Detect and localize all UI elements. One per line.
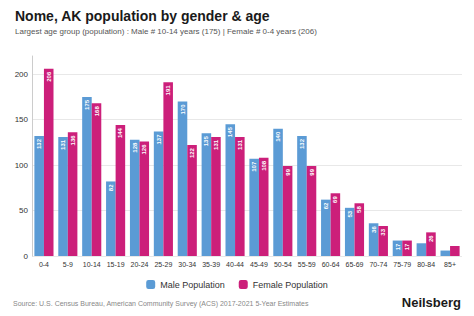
svg-text:175: 175 [84,99,90,110]
svg-text:100: 100 [15,161,29,170]
svg-text:137: 137 [156,134,162,145]
svg-text:85+: 85+ [444,261,456,268]
svg-text:140: 140 [275,131,281,142]
svg-text:Male Population: Male Population [160,280,225,290]
svg-text:150: 150 [15,115,29,124]
svg-text:108: 108 [261,160,267,171]
svg-text:5-9: 5-9 [63,261,73,268]
svg-text:70-74: 70-74 [369,261,387,268]
svg-text:99: 99 [285,168,291,175]
svg-text:82: 82 [108,184,114,191]
svg-text:15-19: 15-19 [107,261,125,268]
svg-text:Source: U.S. Census Bureau, Am: Source: U.S. Census Bureau, American Com… [13,300,309,308]
svg-text:128: 128 [132,142,138,153]
svg-text:40-44: 40-44 [226,261,244,268]
svg-text:99: 99 [309,168,315,175]
svg-text:10-14: 10-14 [83,261,101,268]
svg-text:80-84: 80-84 [417,261,435,268]
svg-text:75-79: 75-79 [393,261,411,268]
svg-text:Largest age group (population): Largest age group (population) : Male # … [15,27,317,36]
svg-text:Nome, AK population by gender: Nome, AK population by gender & age [15,8,270,24]
svg-text:Female Population: Female Population [253,280,328,290]
svg-text:107: 107 [251,161,257,172]
svg-text:135: 135 [203,136,209,147]
svg-text:30-34: 30-34 [178,261,196,268]
svg-text:168: 168 [94,106,100,117]
svg-text:60-64: 60-64 [322,261,340,268]
svg-text:0: 0 [24,252,29,261]
svg-text:36: 36 [371,226,377,233]
svg-text:132: 132 [36,138,42,149]
svg-text:136: 136 [70,135,76,146]
svg-text:131: 131 [213,139,219,150]
svg-text:65-69: 65-69 [346,261,364,268]
svg-text:145: 145 [227,127,233,138]
svg-text:33: 33 [380,228,386,235]
svg-text:144: 144 [117,127,123,138]
svg-text:62: 62 [323,202,329,209]
svg-text:58: 58 [356,206,362,213]
svg-text:126: 126 [141,144,147,155]
svg-text:35-39: 35-39 [202,261,220,268]
svg-text:Neilsberg: Neilsberg [402,295,461,310]
svg-text:132: 132 [299,138,305,149]
svg-text:206: 206 [46,71,52,82]
svg-text:26: 26 [428,235,434,242]
svg-text:17: 17 [395,243,401,250]
svg-text:55-59: 55-59 [298,261,316,268]
svg-text:122: 122 [189,147,195,158]
svg-text:191: 191 [165,85,171,96]
svg-text:131: 131 [237,139,243,150]
svg-text:45-49: 45-49 [250,261,268,268]
svg-text:53: 53 [347,210,353,217]
svg-text:17: 17 [404,243,410,250]
svg-text:50: 50 [19,206,28,215]
svg-text:50-54: 50-54 [274,261,292,268]
svg-text:25-29: 25-29 [154,261,172,268]
svg-text:200: 200 [15,70,29,79]
svg-text:20-24: 20-24 [131,261,149,268]
svg-text:170: 170 [180,104,186,115]
svg-text:131: 131 [60,139,66,150]
svg-text:0-4: 0-4 [39,261,49,268]
svg-text:69: 69 [332,196,338,203]
